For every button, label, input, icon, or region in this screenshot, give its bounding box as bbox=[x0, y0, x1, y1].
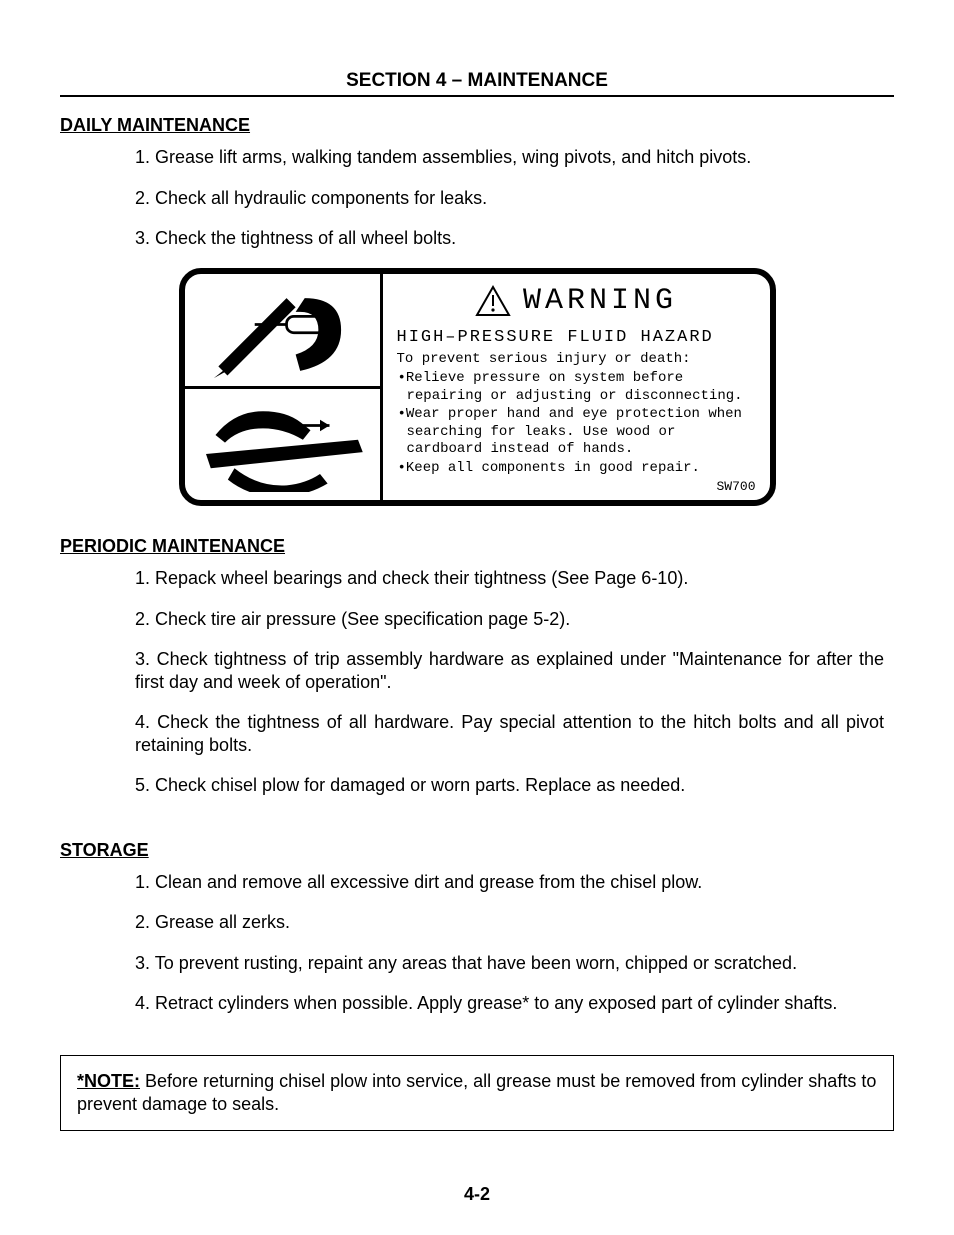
note-box: *NOTE: Before returning chisel plow into… bbox=[60, 1055, 894, 1132]
list-item: 5. Check chisel plow for damaged or worn… bbox=[135, 774, 884, 797]
warning-bullet: •Keep all components in good repair. bbox=[397, 460, 756, 478]
note-label: *NOTE: bbox=[77, 1071, 140, 1091]
warning-images bbox=[185, 274, 383, 501]
page-number: 4-2 bbox=[0, 1184, 954, 1205]
warning-box: WARNING HIGH–PRESSURE FLUID HAZARD To pr… bbox=[179, 268, 776, 507]
warning-bullet: •Wear proper hand and eye protection whe… bbox=[397, 406, 756, 459]
warning-title: WARNING bbox=[523, 284, 677, 318]
warning-hands-icon bbox=[185, 389, 380, 501]
periodic-list: 1. Repack wheel bearings and check their… bbox=[135, 567, 884, 797]
list-item: 3. Check tightness of trip assembly hard… bbox=[135, 648, 884, 693]
list-item: 1. Repack wheel bearings and check their… bbox=[135, 567, 884, 590]
daily-heading: DAILY MAINTENANCE bbox=[60, 115, 894, 136]
page: SECTION 4 – MAINTENANCE DAILY MAINTENANC… bbox=[0, 0, 954, 1235]
warning-bullet: •Relieve pressure on system before repai… bbox=[397, 370, 756, 405]
list-item: 2. Check tire air pressure (See specific… bbox=[135, 608, 884, 631]
warning-subtitle: HIGH–PRESSURE FLUID HAZARD bbox=[397, 328, 756, 347]
list-item: 4. Check the tightness of all hardware. … bbox=[135, 711, 884, 756]
list-item: 3. To prevent rusting, repaint any areas… bbox=[135, 952, 884, 975]
warning-triangle-icon bbox=[475, 285, 511, 317]
note-text: Before returning chisel plow into servic… bbox=[77, 1071, 876, 1114]
storage-heading: STORAGE bbox=[60, 840, 894, 861]
section-header: SECTION 4 – MAINTENANCE bbox=[60, 70, 894, 97]
daily-list: 1. Grease lift arms, walking tandem asse… bbox=[135, 146, 884, 250]
warning-code: SW700 bbox=[397, 479, 756, 494]
warning-intro: To prevent serious injury or death: bbox=[397, 351, 756, 369]
list-item: 1. Clean and remove all excessive dirt a… bbox=[135, 871, 884, 894]
warning-text: WARNING HIGH–PRESSURE FLUID HAZARD To pr… bbox=[383, 274, 770, 501]
periodic-heading: PERIODIC MAINTENANCE bbox=[60, 536, 894, 557]
list-item: 1. Grease lift arms, walking tandem asse… bbox=[135, 146, 884, 169]
list-item: 2. Grease all zerks. bbox=[135, 911, 884, 934]
storage-list: 1. Clean and remove all excessive dirt a… bbox=[135, 871, 884, 1015]
list-item: 4. Retract cylinders when possible. Appl… bbox=[135, 992, 884, 1015]
list-item: 2. Check all hydraulic components for le… bbox=[135, 187, 884, 210]
warning-goggles-icon bbox=[185, 274, 380, 389]
list-item: 3. Check the tightness of all wheel bolt… bbox=[135, 227, 884, 250]
